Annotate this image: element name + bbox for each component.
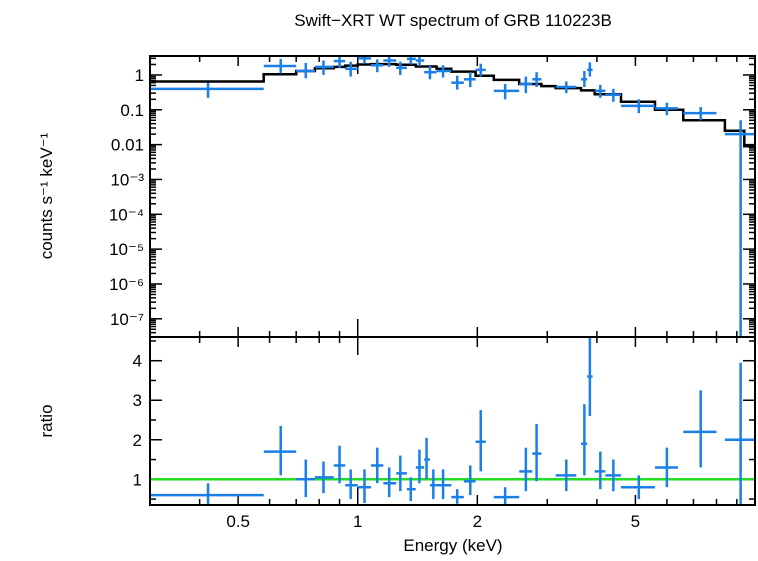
spectrum-data-point [396,61,407,75]
spectrum-data-point [683,107,717,121]
ratio-data-point [314,461,334,494]
ratio-data-point [436,469,452,500]
ratio-data-point [406,477,416,502]
spectrum-data-point [621,99,655,114]
ratio-data-point [581,404,588,476]
ratio-data-point [357,469,372,504]
xtick-label: 0.5 [226,512,250,531]
spectrum-data-point [263,58,297,74]
ratio-data-point [333,445,346,484]
spectrum-data-point [333,56,346,68]
ratio-data-point [383,467,397,498]
ratio-data-point [371,447,384,484]
spectrum-data-point [555,81,577,94]
ratio-data-point [463,465,476,496]
ratio-data-point [263,425,297,476]
spectrum-data-point [415,56,425,67]
spectrum-data-point [436,65,452,78]
top-panel: 1 0.1 0.01 10⁻³ 10⁻⁴ 10⁻⁵ 10⁻⁶ 10⁻⁷ counts s⁻¹ … [37,55,756,338]
top-ytick-label: 10⁻⁷ [110,310,144,329]
bottom-panel-frame [149,336,756,506]
top-ytick-label: 0.1 [120,101,144,120]
ratio-data-point [683,390,717,468]
ratio-data-point [415,449,425,484]
ratio-data-point [519,447,533,492]
ratio-data-point [587,337,593,417]
spectrum-data-point [451,75,464,90]
spectrum-data-point [345,61,358,77]
top-ytick-label: 10⁻⁶ [109,275,144,294]
spectrum-data-point [654,102,679,116]
ratio-data-point [451,489,464,504]
spectrum-data-point [605,88,622,102]
x-axis-label: Energy (keV) [403,536,502,555]
bottom-panel: 1 2 3 4 0.5 1 2 5 ratio Energy (keV) [37,336,756,555]
ratio-data-point [621,475,655,500]
top-ytick-label: 10⁻⁴ [109,205,144,224]
ratio-data-point [429,469,437,500]
ratio-data-point [654,447,679,488]
spectrum-data-point [724,120,755,337]
ratio-data-point [724,362,755,505]
spectrum-data-point [581,70,588,88]
ratio-data-point [396,455,407,492]
bottom-y-axis-label: ratio [37,404,56,437]
chart-title: Swift−XRT WT spectrum of GRB 110223B [294,11,612,30]
ratio-data-point [493,487,520,505]
top-y-axis-label: counts s⁻¹ keV⁻¹ [37,132,56,259]
bottom-ytick-label: 3 [133,391,142,410]
spectrum-data-point [357,56,372,64]
top-ytick-label: 0.01 [111,136,144,155]
spectrum-data-point [519,76,533,94]
model-step-line [150,62,755,148]
spectrum-data-point [532,72,542,88]
ratio-data-point [150,483,264,505]
spectrum-data-point [296,63,315,79]
xtick-label: 5 [631,512,640,531]
top-panel-frame [149,55,756,338]
top-ytick-label: 1 [135,66,144,85]
ratio-data-point [296,459,315,498]
spectrum-data-point [406,56,416,65]
spectrum-data-point [475,63,486,77]
spectrum-data-point [424,66,437,80]
xtick-label: 2 [473,512,482,531]
bottom-ytick-label: 2 [133,431,142,450]
ratio-data-point [475,410,486,472]
spectrum-data-point [314,60,334,75]
ratio-data-point [345,469,358,500]
ratio-data-point [605,459,622,492]
spectrum-data-point [493,83,520,100]
ratio-data-point [594,451,606,490]
spectrum-data-point [371,59,384,73]
ratio-data-point [555,459,577,492]
bottom-ytick-label: 4 [133,352,142,371]
ratio-data-point [424,437,430,480]
xtick-label: 1 [353,512,362,531]
spectrum-data-point [383,56,397,67]
top-ytick-label: 10⁻⁵ [109,240,144,259]
spectrum-data-point [463,72,476,88]
top-ytick-label: 10⁻³ [110,170,144,189]
spectrum-data-point [587,62,593,77]
ratio-data-point [532,423,542,482]
spectrum-data-point [150,82,264,98]
bottom-ytick-label: 1 [133,470,142,489]
spectrum-data-point [594,84,606,98]
